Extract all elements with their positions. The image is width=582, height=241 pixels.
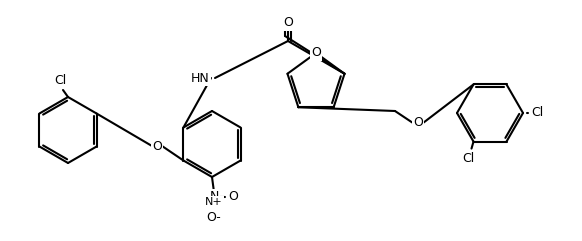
Text: O: O	[413, 116, 423, 129]
Text: O: O	[152, 140, 162, 153]
Text: O-: O-	[207, 211, 221, 224]
Text: O: O	[228, 190, 238, 203]
Text: Cl: Cl	[54, 74, 66, 87]
Text: O: O	[283, 16, 293, 29]
Text: Cl: Cl	[462, 152, 475, 165]
Text: Cl: Cl	[531, 107, 543, 120]
Text: O: O	[311, 47, 321, 60]
Text: HN: HN	[191, 72, 210, 85]
Text: N+: N+	[205, 197, 223, 207]
Text: N: N	[210, 190, 219, 203]
